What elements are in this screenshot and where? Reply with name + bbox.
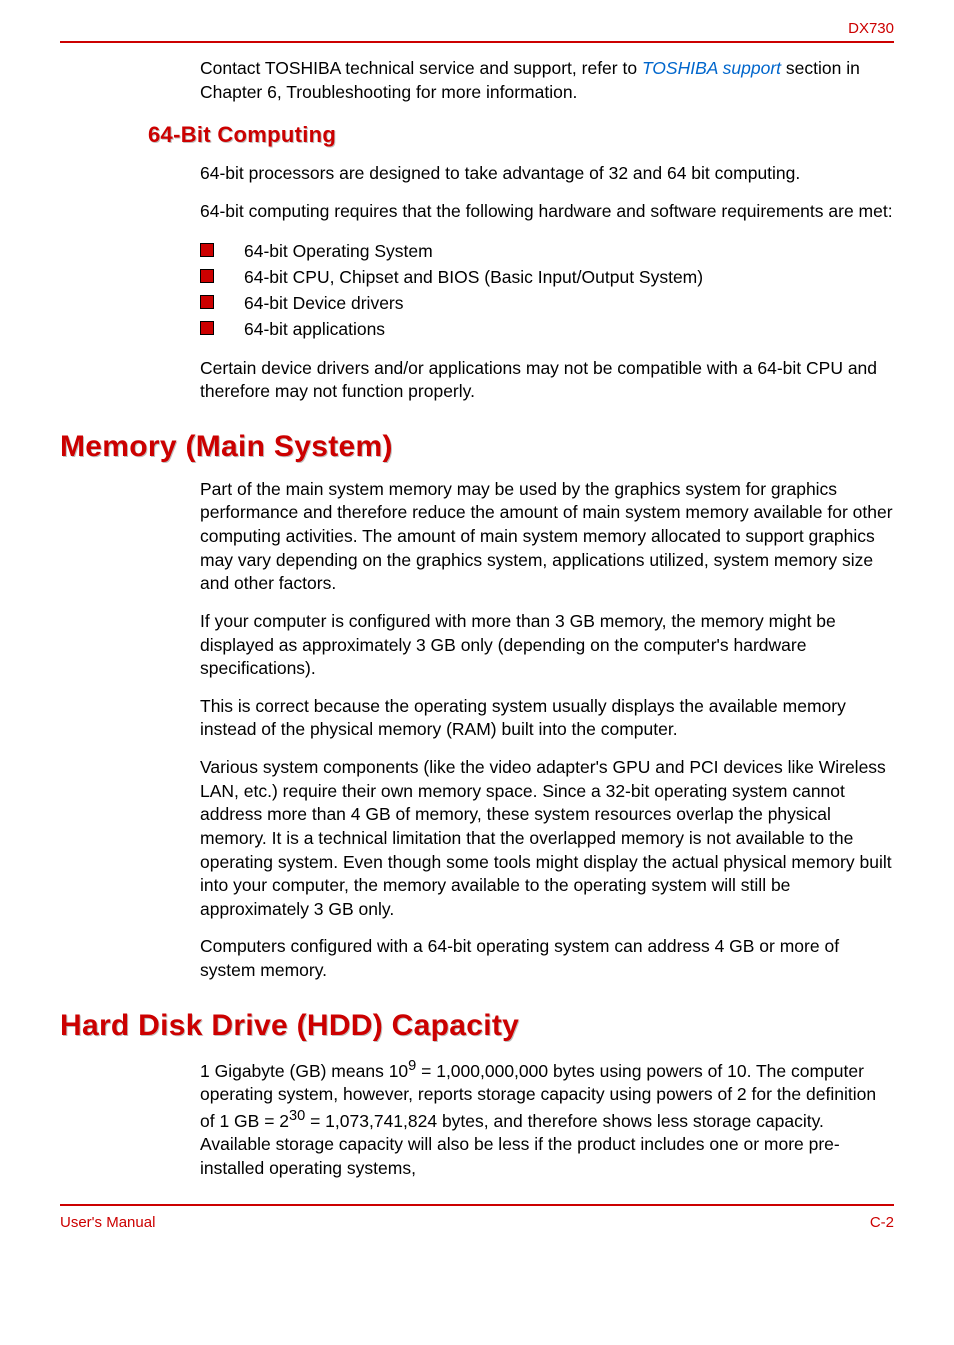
intro-text-before: Contact TOSHIBA technical service and su… <box>200 58 642 78</box>
bullet-text: 64-bit Device drivers <box>244 293 404 313</box>
heading-hdd: Hard Disk Drive (HDD) Capacity <box>60 1009 894 1043</box>
sec64-p3: Certain device drivers and/or applicatio… <box>200 357 894 404</box>
sec64-bullet-list: 64-bit Operating System 64-bit CPU, Chip… <box>200 238 894 343</box>
footer-right: C-2 <box>870 1214 894 1231</box>
sec64-p1: 64-bit processors are designed to take a… <box>200 162 894 186</box>
memory-p5: Computers configured with a 64-bit opera… <box>200 935 894 982</box>
bullet-text: 64-bit applications <box>244 319 385 339</box>
bullet-text: 64-bit Operating System <box>244 241 433 261</box>
footer-divider <box>60 1204 894 1206</box>
hdd-p1: 1 Gigabyte (GB) means 109 = 1,000,000,00… <box>200 1057 894 1181</box>
bullet-icon <box>200 295 214 309</box>
memory-p2: If your computer is configured with more… <box>200 610 894 681</box>
bullet-icon <box>200 243 214 257</box>
support-link[interactable]: TOSHIBA support <box>642 58 781 78</box>
memory-p4: Various system components (like the vide… <box>200 756 894 921</box>
footer-left: User's Manual <box>60 1214 155 1231</box>
header-product-code: DX730 <box>60 20 894 37</box>
page-footer: User's Manual C-2 <box>60 1214 894 1241</box>
heading-memory: Memory (Main System) <box>60 430 894 464</box>
bullet-icon <box>200 321 214 335</box>
hdd-sup2: 30 <box>289 1108 305 1124</box>
sec64-p2: 64-bit computing requires that the follo… <box>200 200 894 224</box>
bullet-text: 64-bit CPU, Chipset and BIOS (Basic Inpu… <box>244 267 703 287</box>
bullet-icon <box>200 269 214 283</box>
header-divider <box>60 41 894 43</box>
memory-p3: This is correct because the operating sy… <box>200 695 894 742</box>
list-item: 64-bit CPU, Chipset and BIOS (Basic Inpu… <box>200 264 894 290</box>
memory-p1: Part of the main system memory may be us… <box>200 478 894 596</box>
intro-paragraph: Contact TOSHIBA technical service and su… <box>200 57 894 104</box>
list-item: 64-bit Device drivers <box>200 290 894 316</box>
hdd-p1-a: 1 Gigabyte (GB) means 10 <box>200 1060 408 1080</box>
list-item: 64-bit applications <box>200 316 894 342</box>
list-item: 64-bit Operating System <box>200 238 894 264</box>
heading-64bit-computing: 64-Bit Computing <box>148 122 894 148</box>
